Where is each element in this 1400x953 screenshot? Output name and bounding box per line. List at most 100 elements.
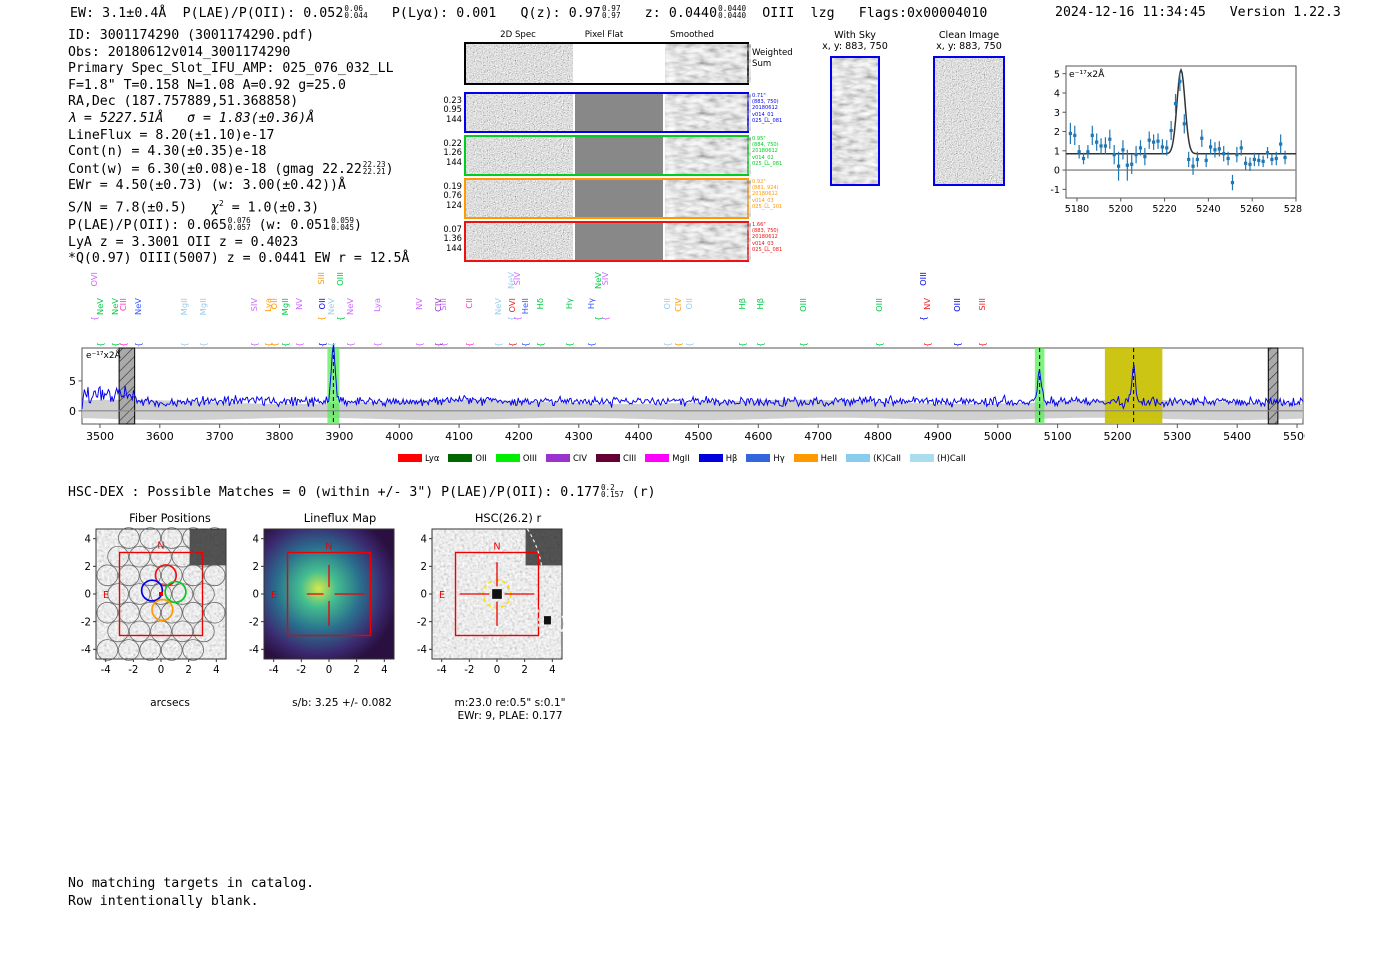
emission-line-label: OVI <box>506 298 517 313</box>
fiber-id-line: 1.66" <box>752 222 766 228</box>
fiber-metric-value: 0.95 <box>443 104 462 115</box>
fiber-id-line: (881, 924) <box>752 185 779 192</box>
emission-line-label: OII <box>683 298 694 310</box>
weighted-sum-label: Weighted Sum <box>752 48 810 69</box>
legend-swatch <box>495 453 520 462</box>
emission-line-label: Hγ <box>563 298 574 310</box>
fiber-id-line: 20180612 <box>752 191 778 198</box>
fiber-id-line: 20180612 <box>752 148 778 155</box>
emission-line-bracket: { <box>683 342 694 348</box>
emission-line-bracket: { <box>433 342 444 348</box>
legend-swatch <box>746 453 771 462</box>
fiber-smoothed <box>665 94 751 131</box>
emission-line-bracket: { <box>464 342 475 348</box>
fiber-id-line: v014_03 <box>752 240 774 247</box>
legend-label: MgII <box>672 452 690 463</box>
info-chi-exponent: 2 <box>218 198 224 209</box>
legend-item: CIII <box>596 453 636 463</box>
hsc-dex-text: HSC-DEX : Possible Matches = 0 (within +… <box>68 485 600 501</box>
emission-line-label: OIII <box>334 272 345 286</box>
with-sky-title: With Sky x, y: 883, 750 <box>800 30 910 53</box>
header-z-lo: 0.0440 <box>718 11 747 21</box>
svg-text:4900: 4900 <box>924 430 952 443</box>
svg-text:-2: -2 <box>464 665 474 676</box>
header-qz-lo: 0.97 <box>601 11 621 21</box>
compass-north: N <box>325 542 332 553</box>
svg-text:-4: -4 <box>101 665 111 676</box>
svg-text:5200: 5200 <box>1109 204 1133 215</box>
fiber-metric-value: 0.23 <box>443 95 462 105</box>
info-cont-w: Cont(w) = 6.30(±0.08)e-18 (gmag 22.2222.… <box>68 160 409 179</box>
header-z-label: z: <box>644 6 661 22</box>
emission-line-label: OII <box>661 298 672 310</box>
fiber-positions-title: Fiber Positions <box>129 511 211 525</box>
emission-line-label: OIII <box>873 298 884 312</box>
emission-line-bracket: { <box>334 316 345 322</box>
legend-item: (K)CaII <box>846 453 901 463</box>
clean-image-title-line1: Clean Image <box>938 30 1000 41</box>
weighted-sum-pixel-flat <box>575 44 663 83</box>
weighted-sum-label-line2: Sum <box>752 58 772 69</box>
clean-image-title: Clean Image x, y: 883, 750 <box>910 30 1028 53</box>
legend-item: Lyα <box>398 453 439 463</box>
weighted-sum-row <box>464 42 751 85</box>
emission-line-bracket: { <box>279 342 290 348</box>
emission-line-label: MgII <box>198 298 209 316</box>
svg-text:-4: -4 <box>81 645 91 656</box>
legend-swatch <box>793 453 818 462</box>
emission-line-label: NV <box>922 298 933 310</box>
fiber-metric-value: 1.26 <box>443 147 462 158</box>
footer-line1: No matching targets in catalog. <box>68 876 315 891</box>
info-plae: P(LAE)/P(OII): 0.0650.076 0.057 (w: 0.051… <box>68 217 409 235</box>
fiber-metrics: 0.07 1.36 144 <box>430 224 462 253</box>
info-qline: *Q(0.97) OIII(5007) z = 0.0441 EW r = 12… <box>68 251 410 267</box>
emission-line-bracket: { <box>294 342 305 348</box>
header-plya: P(Lyα): 0.001 <box>391 6 497 22</box>
fiber-metric-value: 1.36 <box>443 233 462 244</box>
svg-text:5280: 5280 <box>1284 204 1302 215</box>
legend-label: (H)CaII <box>937 452 966 463</box>
legend-label: HeII <box>820 452 838 463</box>
info-plae-w-lo: 0.045 <box>331 223 354 233</box>
emission-line-label: SIII <box>976 298 987 311</box>
svg-text:3700: 3700 <box>206 430 234 443</box>
lineflux-map-title: Lineflux Map <box>303 511 377 525</box>
legend-swatch <box>698 453 723 462</box>
emission-line-bracket: { <box>506 342 517 348</box>
with-sky-coords: x, y: 883, 750 <box>822 41 888 53</box>
emission-line-bracket: { <box>414 342 425 348</box>
legend-swatch <box>545 453 570 462</box>
info-id: ID: 3001174290 (3001174290.pdf) <box>68 28 315 43</box>
fiber-metric-value: 0.76 <box>443 190 462 201</box>
fiber-smoothed <box>665 180 751 217</box>
fiber-id-line: 0.95" <box>752 136 766 142</box>
svg-text:-2: -2 <box>296 665 306 676</box>
fiber-metric-value: 144 <box>446 113 462 124</box>
svg-text:3500: 3500 <box>86 430 114 443</box>
emission-line-label: Lya <box>372 298 383 312</box>
fiber-positions-xlabel: arcsecs <box>150 697 190 709</box>
info-seeing: F=1.8" T=0.158 N=1.08 A=0.92 g=25.0 <box>68 77 346 93</box>
legend-label: Hβ <box>725 452 738 463</box>
emission-line-label: NeV <box>325 298 336 315</box>
legend-item: (H)CaII <box>910 453 966 463</box>
inset-y-units: e⁻¹⁷x2Å <box>1069 68 1105 80</box>
emission-line-label: MgII <box>178 298 189 316</box>
fiber-metric-value: 124 <box>446 199 462 210</box>
fiber-row <box>464 178 751 219</box>
fiber-id-line: v014_01 <box>752 111 774 118</box>
legend-item: HeII <box>793 452 838 463</box>
fiber-id-line: 0.92" <box>752 179 766 185</box>
svg-text:3900: 3900 <box>325 430 353 443</box>
svg-text:2: 2 <box>353 665 359 676</box>
header-timestamp-version: 2024-12-16 11:34:45 Version 1.22.3 <box>1055 5 1341 20</box>
fiber-row <box>464 135 751 176</box>
hsc-cutout-title: HSC(26.2) r <box>474 511 542 525</box>
hsc-cutout-caption-line2: EWr: 9, PLAE: 0.177 <box>457 710 563 722</box>
emission-line-label: Hδ <box>535 298 546 310</box>
legend-item: MgII <box>645 452 690 463</box>
source-info-block: ID: 3001174290 (3001174290.pdf) Obs: 201… <box>68 28 409 268</box>
emission-line-label: OIII <box>918 272 929 286</box>
info-sn-chi: S/N = 7.8(±0.5) χ2 = 1.0(±0.3) <box>68 195 409 217</box>
fiber-metric-value: 0.19 <box>443 181 462 191</box>
